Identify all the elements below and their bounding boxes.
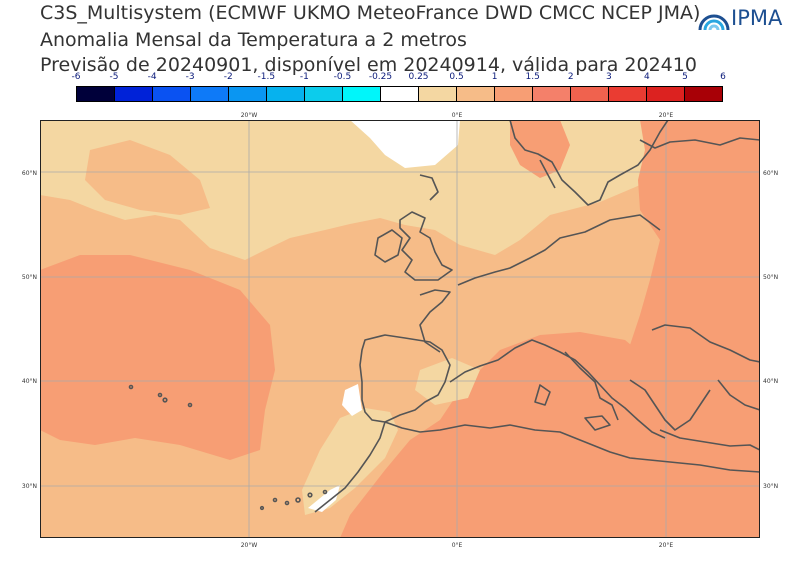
- lon-label-top-20w-outer: 20°W: [241, 112, 258, 119]
- colorbar-label: 0.25: [408, 72, 429, 82]
- lat-label-right-60n: 60°N: [763, 170, 778, 177]
- colorbar-cell: [77, 87, 115, 101]
- colorbar-cell: [191, 87, 229, 101]
- colorbar-cell: [115, 87, 153, 101]
- strong-anomaly-mediterranean-africa: [340, 332, 760, 538]
- lat-label-right-50n: 50°N: [763, 274, 778, 281]
- colorbar-label: -0.25: [368, 72, 393, 82]
- colorbar-cell: [457, 87, 495, 101]
- lat-label-right-30n: 30°N: [763, 483, 778, 490]
- moderate-intrusion-northwest: [85, 140, 210, 215]
- weak-anomaly-band-north: [40, 120, 760, 260]
- strong-anomaly-scandinavia: [510, 120, 570, 178]
- ipma-logo: IPMA: [694, 6, 794, 34]
- colorbar-cell: [419, 87, 457, 101]
- lon-label-bottom-0e: 0°E: [452, 542, 463, 549]
- colorbar: [76, 86, 723, 102]
- coastlines: [314, 120, 760, 513]
- colorbar-cell: [609, 87, 647, 101]
- colorbar-label: -1: [299, 72, 309, 82]
- lat-label-left-40n: 40°N: [22, 378, 37, 385]
- lat-label-left-50n: 50°N: [22, 274, 37, 281]
- anomaly-map: 20°W 0°E 20°E: [40, 120, 760, 538]
- colorbar-label: 2: [567, 72, 574, 82]
- colorbar-label: -6: [71, 72, 81, 82]
- lon-label-bottom-20e: 20°E: [659, 542, 674, 549]
- weak-anomaly-iberia-east: [415, 358, 480, 405]
- colorbar-label: 4: [644, 72, 650, 82]
- atlantic-islands: [128, 384, 328, 511]
- colorbar-cell: [229, 87, 267, 101]
- colorbar-label: 1: [491, 72, 498, 82]
- colorbar-labels: -6 -5 -4 -3 -2 -1.5 -1 -0.5 -0.25 0.25 0.5 1 1.5 2 3 4 5…: [0, 72, 800, 84]
- colorbar-label: -4: [147, 72, 157, 82]
- colorbar-label: -3: [185, 72, 195, 82]
- lat-label-left-60n: 60°N: [22, 170, 37, 177]
- colorbar-cell: [647, 87, 685, 101]
- neutral-area-iberia-coast: [342, 384, 362, 416]
- weak-anomaly-africa-coast: [302, 408, 398, 515]
- map-frame: [40, 120, 760, 538]
- lon-label-top-0e-outer: 0°E: [452, 112, 463, 119]
- colorbar-cell: [267, 87, 305, 101]
- colorbar-cell: [343, 87, 381, 101]
- colorbar-label: -0.5: [333, 72, 352, 82]
- colorbar-label: 0.5: [449, 72, 464, 82]
- strong-anomaly-atlantic: [40, 255, 275, 460]
- title-line-2: Anomalia Mensal da Temperatura a 2 metro…: [40, 29, 467, 51]
- colorbar-label: -2: [223, 72, 233, 82]
- colorbar-cell: [495, 87, 533, 101]
- title-line-3: Previsão de 20240901, disponível em 2024…: [40, 54, 697, 76]
- lat-label-left-30n: 30°N: [22, 483, 37, 490]
- colorbar-label: 3: [605, 72, 612, 82]
- ipma-logo-icon: [698, 14, 730, 31]
- lon-label-top-20e-outer: 20°E: [659, 112, 674, 119]
- colorbar-label: 6: [720, 72, 726, 82]
- colorbar-label: 5: [682, 72, 688, 82]
- colorbar-label: 1.5: [525, 72, 540, 82]
- colorbar-cell: [381, 87, 419, 101]
- title-line-1: C3S_Multisystem (ECMWF UKMO MeteoFrance …: [40, 2, 701, 24]
- ipma-logo-text: IPMA: [731, 6, 783, 30]
- colorbar-label: -1.5: [257, 72, 276, 82]
- colorbar-cell: [685, 87, 722, 101]
- neutral-area-canary-coast: [308, 485, 340, 512]
- map-gridlines: [40, 120, 760, 538]
- lon-label-bottom-20w: 20°W: [241, 542, 258, 549]
- neutral-area-north-atlantic: [350, 120, 460, 168]
- colorbar-cell: [305, 87, 343, 101]
- lat-label-right-40n: 40°N: [763, 378, 778, 385]
- colorbar-cell: [153, 87, 191, 101]
- colorbar-cell: [533, 87, 571, 101]
- colorbar-cell: [571, 87, 609, 101]
- colorbar-label: -5: [109, 72, 119, 82]
